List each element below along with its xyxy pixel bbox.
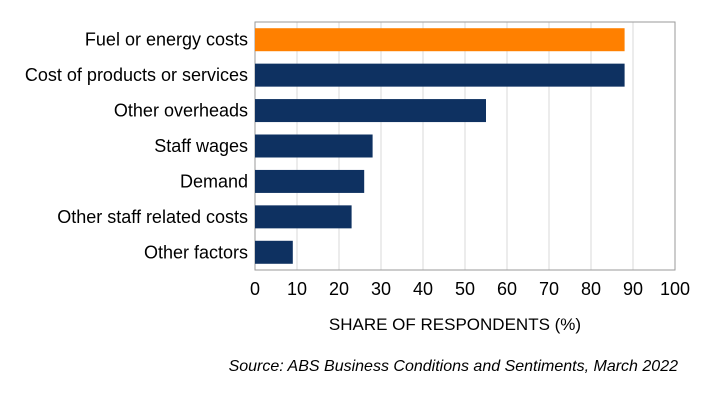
category-label: Other staff related costs bbox=[57, 207, 248, 227]
category-label: Demand bbox=[180, 171, 248, 191]
source-note: Source: ABS Business Conditions and Sent… bbox=[229, 358, 679, 375]
bar bbox=[255, 205, 352, 229]
bar bbox=[255, 99, 486, 123]
x-tick-label: 40 bbox=[413, 279, 433, 299]
bar bbox=[255, 28, 625, 52]
bar bbox=[255, 134, 373, 158]
x-axis-ticks: 0 10 20 30 40 50 60 70 80 90 100 bbox=[250, 279, 690, 299]
x-tick-label: 100 bbox=[660, 279, 690, 299]
x-tick-label: 80 bbox=[581, 279, 601, 299]
category-label: Fuel or energy costs bbox=[85, 30, 248, 50]
x-tick-label: 10 bbox=[287, 279, 307, 299]
bar bbox=[255, 240, 293, 264]
x-tick-label: 60 bbox=[497, 279, 517, 299]
bar bbox=[255, 63, 625, 87]
bars bbox=[255, 28, 625, 264]
x-axis-title: SHARE OF RESPONDENTS (%) bbox=[329, 315, 581, 334]
x-tick-label: 70 bbox=[539, 279, 559, 299]
category-labels: Fuel or energy costs Cost of products or … bbox=[25, 30, 248, 263]
x-tick-label: 0 bbox=[250, 279, 260, 299]
x-tick-label: 90 bbox=[623, 279, 643, 299]
category-label: Staff wages bbox=[154, 136, 248, 156]
x-tick-label: 30 bbox=[371, 279, 391, 299]
x-tick-label: 50 bbox=[455, 279, 475, 299]
x-tick-label: 20 bbox=[329, 279, 349, 299]
category-label: Other overheads bbox=[114, 101, 248, 121]
gridlines bbox=[296, 22, 634, 270]
bar bbox=[255, 169, 365, 193]
category-label: Other factors bbox=[144, 242, 248, 262]
category-label: Cost of products or services bbox=[25, 65, 248, 85]
